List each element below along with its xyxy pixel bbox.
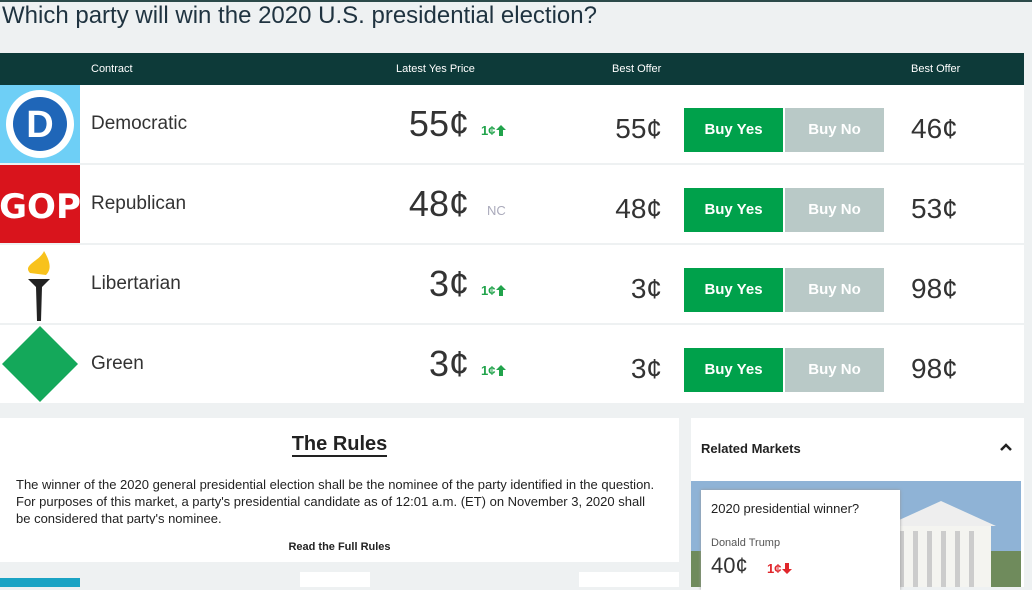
price-change: NC [487,203,506,218]
buy-yes[interactable]: Buy Yes [684,348,783,392]
contract-name: Republican [91,193,187,214]
yes-offer: 55¢ [615,113,662,144]
rules-link[interactable]: Read the Full Rules [288,541,391,553]
trend-arrow [782,563,793,574]
buy-yes[interactable]: Buy Yes [684,268,783,312]
contract-row: GOP Republican 48¢ NC 48¢ Buy Yes Buy No 53¢ [0,165,1024,243]
latest-price: 3¢ [428,263,469,304]
arrow-shape [496,125,507,136]
contract-row: Green 3¢ 1¢ 3¢ Buy Yes Buy No 98¢ [0,325,1024,403]
related-panel: Related Markets 2020 presidential winner… [691,418,1024,590]
buy-yes[interactable]: Buy Yes [684,108,783,152]
party-logo: GOP [0,165,80,243]
contract-row: Libertarian 3¢ 1¢ 3¢ Buy Yes Buy No 98¢ [0,245,1024,323]
no-offer: 46¢ [911,113,958,144]
contract-row: D Democratic 55¢ 1¢ 55¢ Buy Yes Buy No 46¢ [0,85,1024,163]
column-header: Contract [91,63,133,75]
column-header: Latest Yes Price [396,63,475,75]
trend-arrow [496,125,507,136]
market-card[interactable]: 2020 presidential winner? Donald Trump 4… [701,490,900,590]
buy-yes[interactable]: Buy Yes [684,188,783,232]
rules-title-wrap: The Rules [0,433,679,457]
buy-no[interactable]: Buy No [785,348,884,392]
card-price: 40¢ [711,553,748,578]
latest-price: 48¢ [408,183,469,224]
collapse-caret[interactable] [999,442,1013,452]
yes-offer: 3¢ [630,353,662,384]
change-text: 1¢ [481,123,496,138]
diamond [2,326,78,402]
contract-name: Libertarian [91,273,181,294]
yes-offer: 48¢ [615,193,662,224]
yes-offer: 3¢ [630,273,662,304]
latest-price: 55¢ [408,103,469,144]
logo-text: D [26,104,53,146]
buy-no[interactable]: Buy No [785,188,884,232]
contract-name: Green [91,353,144,374]
rules-panel: The Rules The winner of the 2020 general… [0,418,679,562]
top-border [0,0,1032,2]
latest-price: 3¢ [428,343,469,384]
trend-arrow [496,285,507,296]
arrow-shape [496,365,507,376]
contract-name: Democratic [91,113,188,134]
box-partial [300,572,370,587]
logo-disc [13,97,67,151]
trend-arrow [496,365,507,376]
price-change: 1¢ [481,363,507,378]
change-text: 1¢ [481,363,496,378]
page-title: Which party will win the 2020 U.S. presi… [2,2,597,29]
arrow-shape [496,285,507,296]
buy-no[interactable]: Buy No [785,108,884,152]
table-header: Contract Latest Yes Price Best Offer Bes… [0,53,1024,85]
card-contract: Donald Trump [711,537,781,549]
change-text: 1¢ [481,283,496,298]
arrow-shape [782,563,793,574]
price-change: 1¢ [481,283,507,298]
buy-no[interactable]: Buy No [785,268,884,312]
card-title: 2020 presidential winner? [711,501,860,516]
change-text: NC [487,203,506,218]
party-logo [0,325,80,403]
torch-handle [28,279,50,321]
card-change: 1¢ [767,561,793,576]
column-header: Best Offer [612,63,662,75]
no-offer: 98¢ [911,273,958,304]
rules-text: The winner of the 2020 general president… [16,477,655,524]
party-logo [0,245,80,323]
related-title: Related Markets [701,441,801,456]
torch-flame [27,251,50,275]
party-logo: D [0,85,80,163]
logo-text: GOP [0,187,80,227]
rules-title: The Rules [291,433,388,457]
column-header: Best Offer [911,63,961,75]
logo-bg [0,165,80,243]
price-change: 1¢ [481,123,507,138]
no-offer: 53¢ [911,193,958,224]
no-offer: 98¢ [911,353,958,384]
box-partial [579,572,679,587]
button-partial[interactable] [0,578,80,587]
